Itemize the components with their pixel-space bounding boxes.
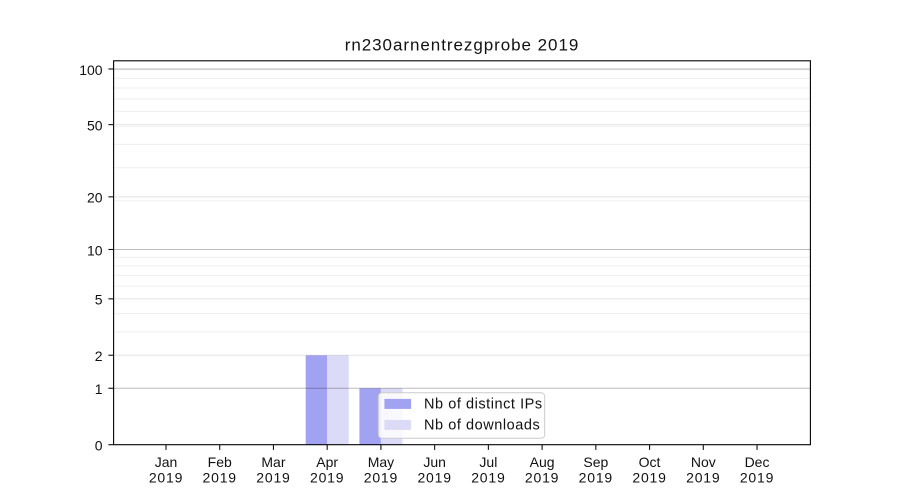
svg-text:May: May	[368, 454, 394, 470]
svg-text:Apr: Apr	[316, 454, 338, 470]
svg-text:2019: 2019	[579, 469, 613, 485]
svg-text:Oct: Oct	[639, 454, 661, 470]
svg-text:Nb of downloads: Nb of downloads	[424, 417, 540, 433]
svg-text:Feb: Feb	[208, 454, 232, 470]
svg-text:2019: 2019	[149, 469, 183, 485]
svg-text:2019: 2019	[417, 469, 451, 485]
svg-text:10: 10	[87, 242, 103, 258]
svg-text:1: 1	[95, 381, 103, 397]
svg-text:Jun: Jun	[423, 454, 446, 470]
svg-text:50: 50	[87, 117, 103, 133]
svg-text:Aug: Aug	[530, 454, 555, 470]
svg-text:Jan: Jan	[155, 454, 178, 470]
svg-text:Sep: Sep	[583, 454, 608, 470]
svg-text:Dec: Dec	[745, 454, 770, 470]
svg-text:20: 20	[87, 190, 103, 206]
svg-text:Jul: Jul	[479, 454, 497, 470]
svg-text:2019: 2019	[364, 469, 398, 485]
svg-text:2019: 2019	[471, 469, 505, 485]
svg-text:2: 2	[95, 348, 103, 364]
svg-text:5: 5	[95, 292, 103, 308]
svg-text:2019: 2019	[740, 469, 774, 485]
svg-text:Nb of distinct IPs: Nb of distinct IPs	[424, 396, 543, 412]
svg-text:rn230arnentrezgprobe 2019: rn230arnentrezgprobe 2019	[345, 36, 580, 55]
svg-text:2019: 2019	[525, 469, 559, 485]
svg-text:2019: 2019	[632, 469, 666, 485]
svg-text:2019: 2019	[310, 469, 344, 485]
svg-text:0: 0	[95, 438, 103, 454]
svg-text:2019: 2019	[256, 469, 290, 485]
svg-text:Mar: Mar	[261, 454, 285, 470]
svg-text:Nov: Nov	[691, 454, 716, 470]
svg-text:2019: 2019	[686, 469, 720, 485]
svg-text:2019: 2019	[203, 469, 237, 485]
svg-text:100: 100	[79, 62, 103, 78]
